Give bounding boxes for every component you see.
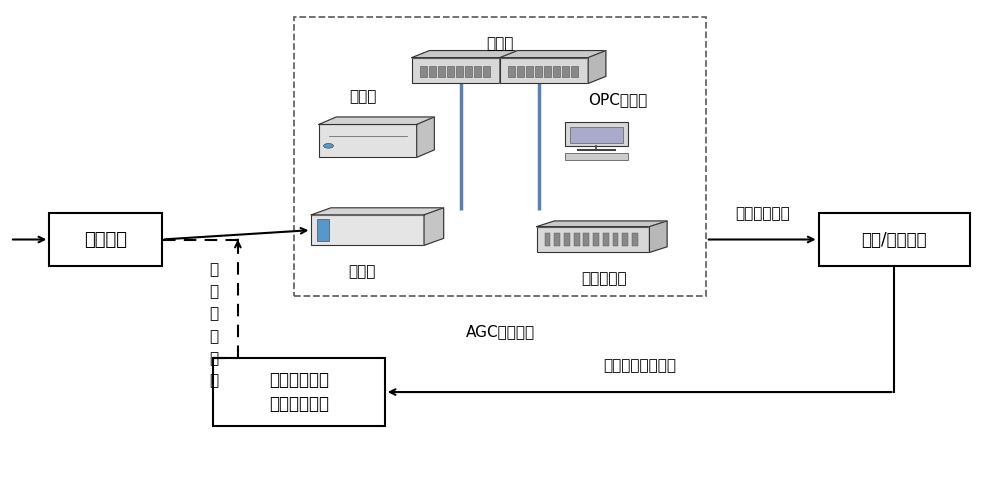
Bar bbox=[465, 66, 472, 77]
Bar bbox=[213, 358, 385, 426]
Bar bbox=[526, 66, 533, 77]
Bar bbox=[429, 66, 436, 77]
Bar bbox=[447, 66, 454, 77]
FancyBboxPatch shape bbox=[311, 215, 424, 245]
Bar bbox=[49, 213, 162, 266]
Bar bbox=[571, 66, 578, 77]
Bar bbox=[562, 66, 569, 77]
Bar bbox=[574, 233, 580, 246]
Polygon shape bbox=[500, 51, 518, 83]
Bar bbox=[420, 66, 427, 77]
Polygon shape bbox=[412, 51, 518, 57]
Text: OPC工作站: OPC工作站 bbox=[588, 92, 648, 107]
Circle shape bbox=[324, 144, 333, 148]
Bar bbox=[565, 153, 628, 160]
Text: 优化分配有功: 优化分配有功 bbox=[735, 205, 790, 221]
Bar bbox=[456, 66, 463, 77]
Polygon shape bbox=[588, 51, 606, 83]
Polygon shape bbox=[537, 221, 667, 227]
Bar bbox=[438, 66, 445, 77]
FancyBboxPatch shape bbox=[500, 57, 588, 83]
Bar bbox=[545, 233, 550, 246]
Bar bbox=[564, 233, 570, 246]
Text: 测量有功功率曲线: 测量有功功率曲线 bbox=[603, 358, 676, 373]
Text: AGC控制系统: AGC控制系统 bbox=[465, 324, 535, 339]
Polygon shape bbox=[424, 208, 444, 245]
Bar bbox=[317, 219, 329, 241]
FancyBboxPatch shape bbox=[537, 227, 649, 252]
Polygon shape bbox=[311, 208, 444, 215]
Bar bbox=[517, 66, 524, 77]
Polygon shape bbox=[417, 117, 434, 158]
Bar bbox=[535, 66, 542, 77]
Bar bbox=[818, 213, 970, 266]
Bar bbox=[474, 66, 481, 77]
FancyBboxPatch shape bbox=[319, 125, 417, 158]
Text: 远动机: 远动机 bbox=[348, 263, 376, 279]
Text: 有功功率控制
能力测试模块: 有功功率控制 能力测试模块 bbox=[269, 371, 329, 413]
Polygon shape bbox=[500, 51, 606, 57]
Bar bbox=[553, 66, 560, 77]
Bar bbox=[613, 233, 618, 246]
Text: 通信管理机: 通信管理机 bbox=[582, 271, 627, 286]
Polygon shape bbox=[649, 221, 667, 252]
Text: 上位机: 上位机 bbox=[349, 89, 376, 104]
Text: 光伏/风电机组: 光伏/风电机组 bbox=[862, 230, 927, 249]
Text: 调度中心: 调度中心 bbox=[84, 230, 127, 249]
Bar bbox=[583, 233, 589, 246]
Text: 交换机: 交换机 bbox=[486, 36, 514, 51]
Bar bbox=[544, 66, 551, 77]
Bar bbox=[593, 233, 599, 246]
Bar bbox=[294, 17, 706, 296]
Bar bbox=[622, 233, 628, 246]
Bar bbox=[508, 66, 515, 77]
Bar bbox=[565, 122, 628, 146]
Bar bbox=[570, 127, 623, 143]
Bar bbox=[603, 233, 609, 246]
FancyBboxPatch shape bbox=[412, 57, 500, 83]
Bar bbox=[554, 233, 560, 246]
Text: 模
拟
调
度
命
令: 模 拟 调 度 命 令 bbox=[209, 262, 218, 388]
Bar bbox=[483, 66, 490, 77]
Polygon shape bbox=[319, 117, 434, 125]
Bar bbox=[632, 233, 638, 246]
